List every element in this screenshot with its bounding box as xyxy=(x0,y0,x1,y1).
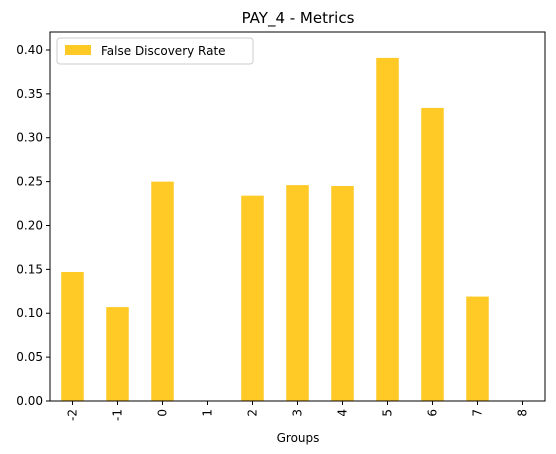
bar--1 xyxy=(106,307,129,401)
bar-7 xyxy=(466,296,489,401)
x-axis: -2 -1 0 1 2 3 4 5 6 7 8 xyxy=(66,401,530,421)
legend-label: False Discovery Rate xyxy=(101,44,226,58)
x-axis-label: Groups xyxy=(277,431,320,445)
bars-group xyxy=(61,57,489,401)
x-tick-label: -1 xyxy=(111,409,125,421)
y-tick-label: 0.05 xyxy=(16,350,43,364)
y-tick-label: 0.40 xyxy=(16,43,43,57)
x-tick-label: 6 xyxy=(426,409,440,417)
bar-5 xyxy=(376,57,399,401)
x-tick-label: 0 xyxy=(156,409,170,417)
x-tick-label: -2 xyxy=(66,409,80,421)
y-axis: 0.00 0.05 0.10 0.15 0.20 0.25 0.30 0.35 0.40 xyxy=(16,43,50,408)
x-tick-label: 4 xyxy=(336,409,350,417)
y-tick-label: 0.20 xyxy=(16,218,43,232)
y-tick-label: 0.10 xyxy=(16,306,43,320)
x-tick-label: 1 xyxy=(201,409,215,417)
x-tick-label: 7 xyxy=(471,409,485,417)
x-tick-label: 3 xyxy=(291,409,305,417)
legend: False Discovery Rate xyxy=(56,37,254,65)
x-tick-label: 8 xyxy=(516,409,530,417)
y-tick-label: 0.25 xyxy=(16,175,43,189)
bar-4 xyxy=(331,186,354,401)
bar-0 xyxy=(151,181,174,401)
plot-frame xyxy=(49,31,546,402)
y-tick-label: 0.15 xyxy=(16,262,43,276)
y-tick-label: 0.35 xyxy=(16,87,43,101)
legend-swatch xyxy=(65,45,91,55)
chart-title: PAY_4 - Metrics xyxy=(242,9,355,28)
x-tick-label: 2 xyxy=(246,409,260,417)
bar--2 xyxy=(61,272,84,401)
bar-6 xyxy=(421,107,444,401)
x-tick-label: 5 xyxy=(381,409,395,417)
bar-3 xyxy=(286,185,309,401)
bar-2 xyxy=(241,195,264,401)
legend-box xyxy=(56,37,254,65)
y-tick-label: 0.00 xyxy=(16,394,43,408)
y-tick-label: 0.30 xyxy=(16,131,43,145)
